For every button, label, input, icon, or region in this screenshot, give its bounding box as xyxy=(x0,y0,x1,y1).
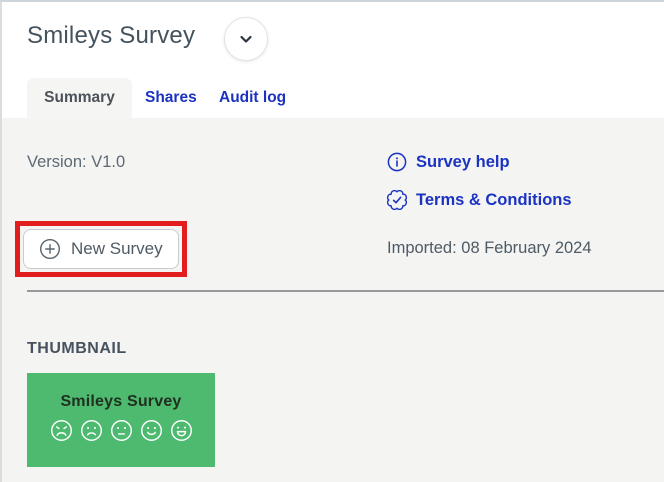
tab-shares[interactable]: Shares xyxy=(145,89,197,106)
new-survey-label: New Survey xyxy=(71,239,163,258)
survey-help-link[interactable]: Survey help xyxy=(387,152,510,172)
title-dropdown-button[interactable] xyxy=(224,17,268,61)
smiley-neutral-icon xyxy=(110,420,132,441)
survey-thumbnail[interactable]: Smileys Survey xyxy=(27,373,215,467)
smiley-sad-icon xyxy=(80,420,102,441)
imported-date-label: Imported: 08 February 2024 xyxy=(387,239,592,257)
section-divider xyxy=(27,290,664,292)
terms-conditions-label: Terms & Conditions xyxy=(416,190,572,209)
smiley-happy-icon xyxy=(140,420,162,441)
new-survey-button[interactable]: New Survey xyxy=(23,229,179,269)
thumbnail-section-label: THUMBNAIL xyxy=(27,340,127,357)
tab-audit-log[interactable]: Audit log xyxy=(219,89,287,106)
survey-help-label: Survey help xyxy=(416,152,510,171)
info-circle-icon xyxy=(387,152,407,172)
version-label: Version: V1.0 xyxy=(27,153,126,171)
plus-circle-icon xyxy=(39,238,61,260)
chevron-down-icon xyxy=(240,35,252,43)
header: Smileys Survey Summary Shares Audit log xyxy=(2,2,664,118)
tab-summary[interactable]: Summary xyxy=(27,78,132,118)
page-title: Smileys Survey xyxy=(27,22,196,49)
thumbnail-title: Smileys Survey xyxy=(60,393,182,410)
smiley-very-happy-icon xyxy=(170,420,192,441)
smiley-scale xyxy=(27,419,215,442)
terms-conditions-link[interactable]: Terms & Conditions xyxy=(387,190,572,210)
smiley-very-sad-icon xyxy=(50,420,72,441)
highlight-annotation: New Survey xyxy=(15,221,187,277)
seal-check-icon xyxy=(387,190,407,210)
